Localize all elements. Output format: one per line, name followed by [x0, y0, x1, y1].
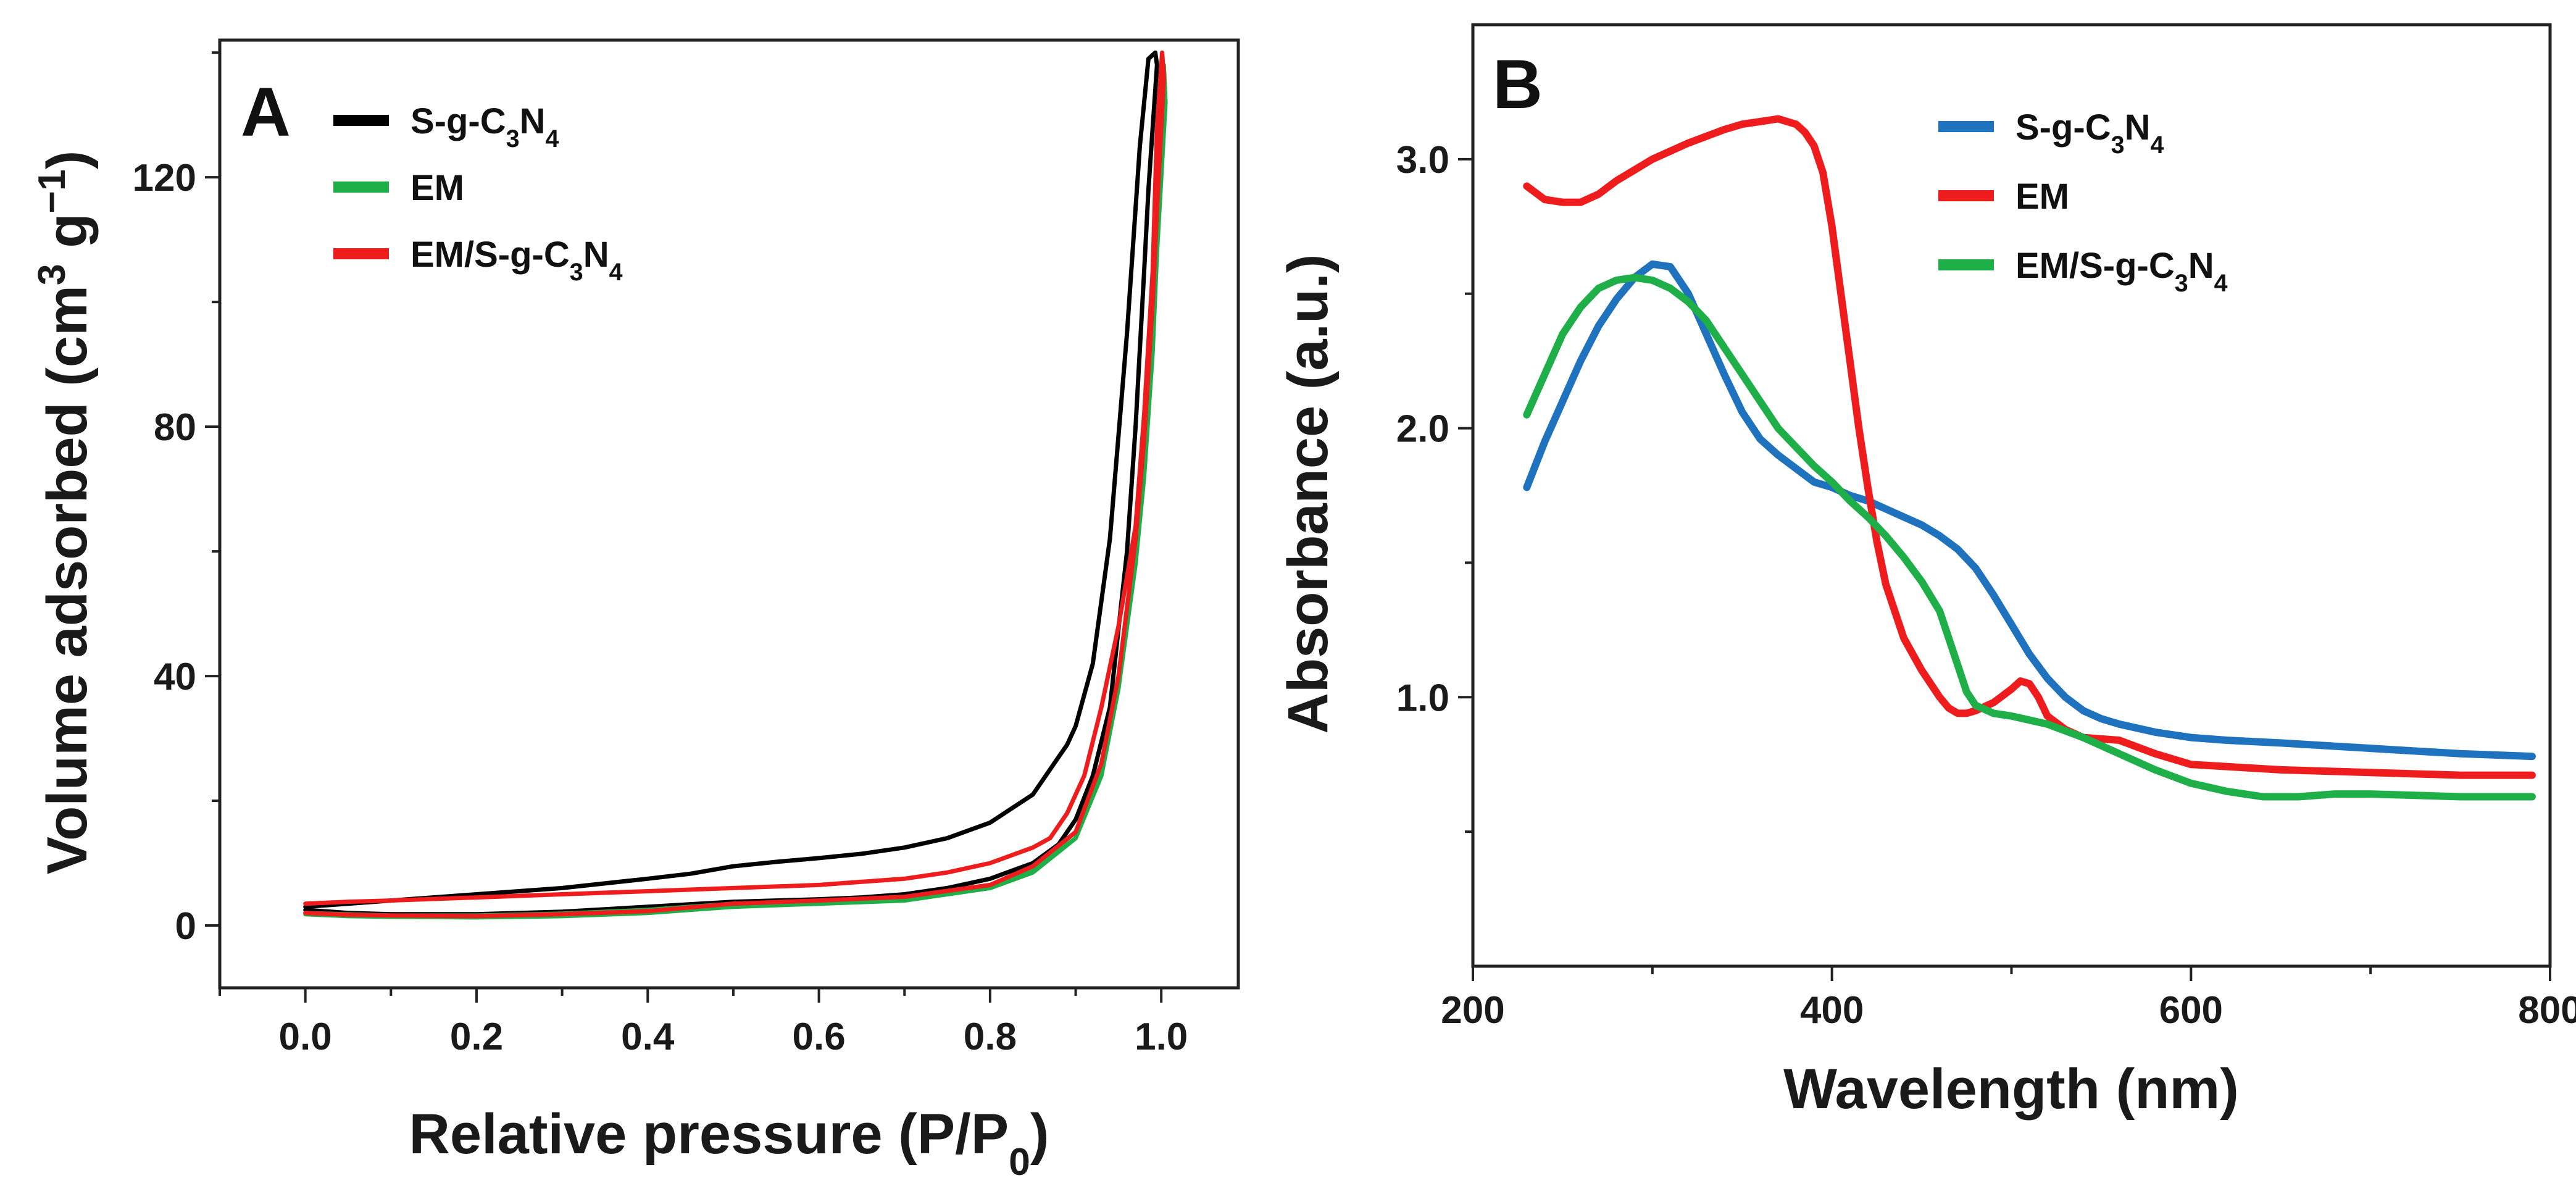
panel-a-legend-label-s-g-c3n4: S-g-C3N4	[411, 101, 559, 152]
panel-b-letter: B	[1493, 46, 1543, 123]
panel-a-chart: A 0.0 0.2 0.4 0.6 0.8 1.0 0 40 80 120 S-g-C3N4 EM E…	[30, 38, 1240, 1184]
panel-b-y-tick-label: 2.0	[1396, 408, 1449, 451]
panel-b-x-tick-label: 800	[2518, 989, 2576, 1032]
panel-b-y-tick-label: 1.0	[1396, 677, 1449, 719]
panel-a-y-tick-label: 0	[175, 905, 196, 948]
panel-a-series-em-s-g-c3n4	[303, 50, 1166, 919]
panel-b-legend-label-em: EM	[2015, 177, 2069, 217]
panel-a-x-tick-label: 0.8	[964, 1016, 1017, 1058]
panel-a-x-tick-label: 0.6	[792, 1016, 845, 1058]
panel-a-x-tick-label: 0.2	[450, 1016, 503, 1058]
panel-a-x-axis-title: Relative pressure (P/P0)	[409, 1103, 1049, 1184]
panel-b-legend: S-g-C3N4 EM EM/S-g-C3N4	[1938, 107, 2228, 297]
panel-b-series-group	[1523, 115, 2536, 801]
panel-a-y-tick-label: 80	[154, 406, 196, 449]
panel-a-legend: S-g-C3N4 EM EM/S-g-C3N4	[333, 101, 623, 286]
panel-b-series-em-s-g-c3n4	[1523, 274, 2536, 801]
panel-b-x-tick-label: 200	[1441, 989, 1504, 1032]
panel-b-chart: B 200 400 600 800 1.0 2.0 3.0 S-g-C3N4 EM EM/S-g…	[1277, 23, 2576, 1121]
panel-a-y-axis-title: Volume adsorbed (cm3 g−1)	[30, 151, 99, 875]
panel-a-x-tick-label: 0.0	[279, 1016, 332, 1058]
panel-b-y-tick-label: 3.0	[1396, 139, 1449, 182]
panel-a-legend-label-em-s-g-c3n4: EM/S-g-C3N4	[411, 235, 623, 286]
panel-b-series-s-g-c3n4	[1523, 260, 2536, 761]
panel-a-plot-frame	[218, 38, 1240, 990]
panel-a-x-tick-label: 0.4	[621, 1016, 675, 1058]
panel-a-ticks-group: 0.0 0.2 0.4 0.6 0.8 1.0 0 40 80 120	[133, 51, 1188, 1058]
panel-b-y-axis-title: Absorbance (a.u.)	[1277, 254, 1340, 733]
panel-a-x-tick-label: 1.0	[1135, 1016, 1188, 1058]
panel-a-legend-label-em: EM	[411, 168, 464, 208]
panel-b-legend-label-s-g-c3n4: S-g-C3N4	[2015, 107, 2164, 159]
panel-b-series-em	[1523, 115, 2536, 779]
panel-b-legend-label-em-s-g-c3n4: EM/S-g-C3N4	[2015, 246, 2228, 297]
panel-b-x-tick-label: 600	[2159, 989, 2223, 1032]
panel-a-y-tick-label: 120	[133, 157, 196, 199]
panel-a-y-tick-label: 40	[154, 656, 196, 698]
panel-a-series-group	[303, 50, 1168, 920]
panel-b-x-axis-title: Wavelength (nm)	[1783, 1058, 2239, 1121]
panel-a-letter: A	[241, 73, 291, 151]
panel-b-x-tick-label: 400	[1800, 989, 1864, 1032]
panel-b-ticks-group: 200 400 600 800 1.0 2.0 3.0	[1396, 139, 2576, 1032]
